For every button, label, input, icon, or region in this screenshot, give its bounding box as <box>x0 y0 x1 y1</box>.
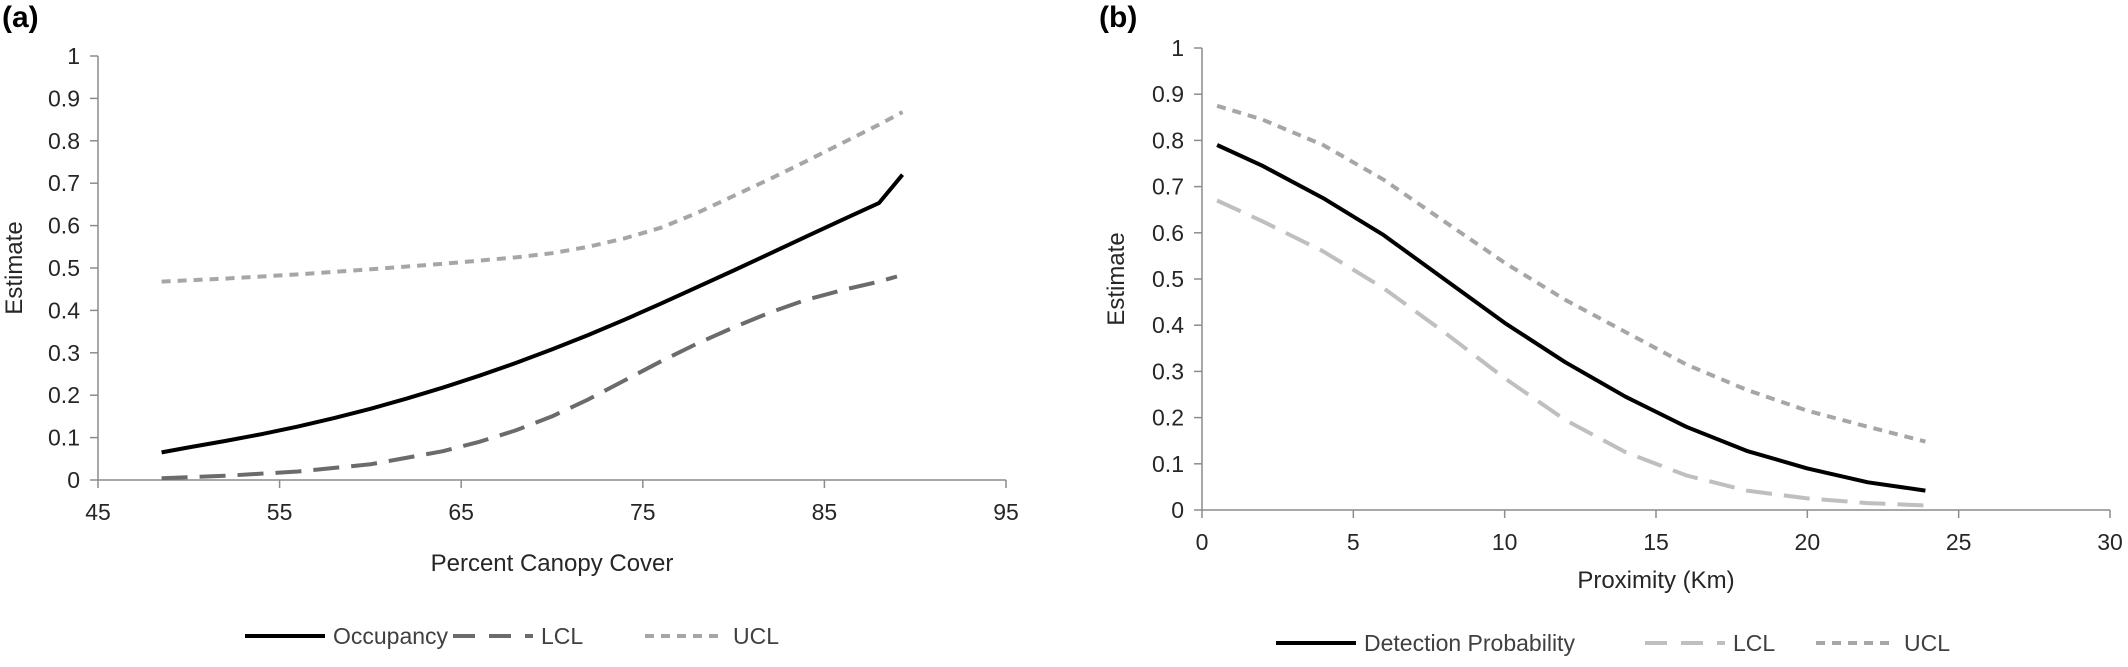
series-line-ucl <box>1216 103 1926 444</box>
y-axis-label: Estimate <box>1 221 28 314</box>
y-tick-label: 0 <box>1171 497 1184 523</box>
y-tick-label: 0.6 <box>48 213 80 239</box>
x-axis-label: Percent Canopy Cover <box>431 550 674 577</box>
y-tick-label: 0.4 <box>1152 312 1184 338</box>
y-axis-label: Estimate <box>1103 232 1130 325</box>
series-line-occupancy <box>161 173 905 455</box>
x-tick-label: 0 <box>1196 529 1209 555</box>
x-tick-label: 20 <box>1795 529 1821 555</box>
y-tick-label: 0.6 <box>1152 220 1184 246</box>
y-tick-label: 0.2 <box>48 382 80 408</box>
series-line-lcl <box>161 274 898 481</box>
x-tick-label: 95 <box>993 499 1019 525</box>
x-tick-label: 10 <box>1492 529 1518 555</box>
series-line-ucl <box>161 110 904 284</box>
legend-label: Occupancy <box>333 623 449 649</box>
legend-label: LCL <box>1733 630 1775 656</box>
panel-label: (a) <box>2 1 39 34</box>
y-tick-label: 1 <box>1171 35 1184 61</box>
legend-label: Detection Probability <box>1364 630 1575 656</box>
x-tick-label: 15 <box>1643 529 1669 555</box>
y-tick-label: 0.1 <box>48 425 80 451</box>
y-tick-label: 0.3 <box>1152 358 1184 384</box>
panel-label: (b) <box>1099 1 1137 34</box>
legend-label: UCL <box>1904 630 1950 656</box>
y-tick-label: 0.4 <box>48 297 80 323</box>
x-tick-label: 55 <box>267 499 293 525</box>
y-tick-label: 0.5 <box>48 255 80 281</box>
series-line-lcl <box>1216 198 1926 508</box>
legend-label: UCL <box>733 623 779 649</box>
y-tick-label: 0.2 <box>1152 405 1184 431</box>
y-tick-label: 0.1 <box>1152 451 1184 477</box>
y-tick-label: 0.7 <box>48 170 80 196</box>
x-tick-label: 75 <box>630 499 656 525</box>
panel-a: (a) 0 0.1 0.2 0.3 0.4 0.5 0.6 0.7 0.8 0.9 1 45 55 65 75… <box>1 1 1019 649</box>
y-tick-label: 0 <box>67 467 80 493</box>
x-tick-label: 25 <box>1946 529 1972 555</box>
x-tick-label: 30 <box>2097 529 2123 555</box>
y-tick-label: 0.8 <box>1152 127 1184 153</box>
panel-b: (b)00.10.20.30.40.50.60.70.80.910 5 10 15 20… <box>1099 1 2123 656</box>
x-tick-label: 5 <box>1347 529 1360 555</box>
series-line-detection-probability <box>1216 143 1926 493</box>
y-tick-label: 0.7 <box>1152 174 1184 200</box>
y-tick-label: 0.5 <box>1152 266 1184 292</box>
y-tick-label: 0.8 <box>48 128 80 154</box>
x-tick-label: 85 <box>812 499 838 525</box>
x-tick-label: 65 <box>448 499 474 525</box>
y-tick-label: 1 <box>67 43 80 69</box>
y-tick-label: 0.3 <box>48 340 80 366</box>
y-tick-label: 0.9 <box>1152 81 1184 107</box>
x-axis-label: Proximity (Km) <box>1577 567 1734 594</box>
y-tick-label: 0.9 <box>48 85 80 111</box>
x-tick-label: 45 <box>85 499 111 525</box>
legend-label: LCL <box>541 623 583 649</box>
